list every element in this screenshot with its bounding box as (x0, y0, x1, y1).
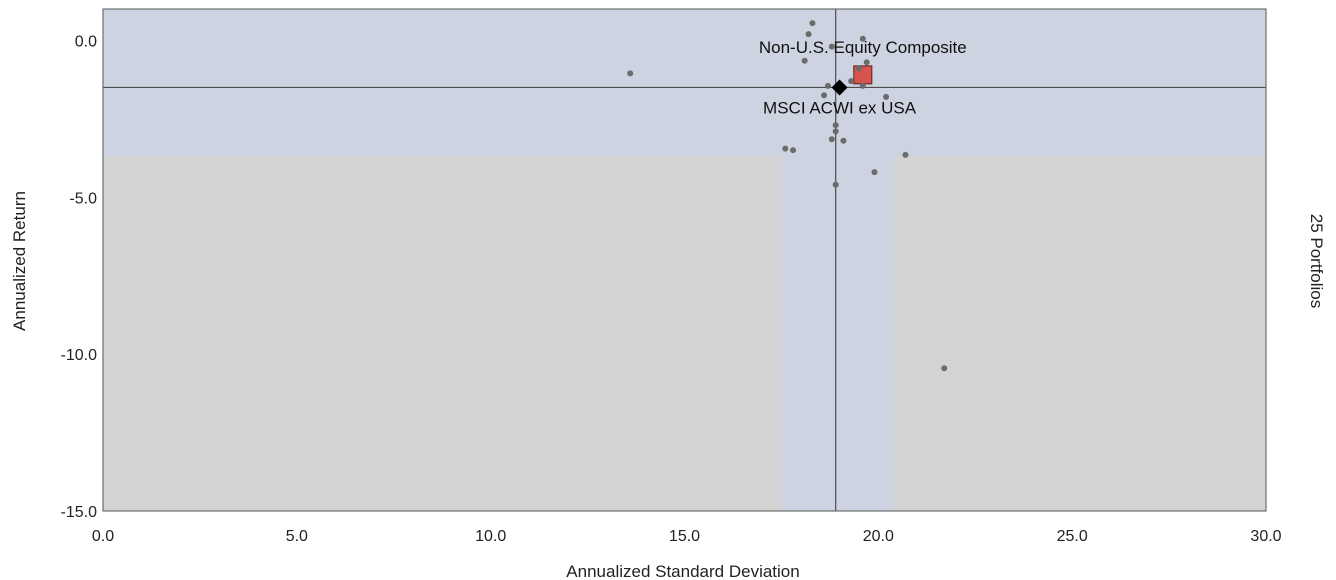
x-tick-label: 15.0 (669, 528, 700, 545)
peer-point (790, 147, 797, 154)
peer-point (801, 57, 808, 64)
peer-point (883, 93, 890, 100)
peer-point (824, 82, 831, 89)
x-tick-label: 5.0 (286, 528, 308, 545)
peer-point (832, 122, 839, 129)
peer-point (627, 70, 634, 77)
peer-point (828, 136, 835, 143)
peer-point (863, 59, 870, 66)
data-points: Non-U.S. Equity Composite MSCI ACWI ex US… (627, 20, 967, 372)
peer-point (805, 31, 812, 38)
return-band (103, 9, 1266, 157)
peer-point (848, 78, 855, 85)
peer-point (902, 151, 909, 158)
x-tick-label: 0.0 (92, 528, 114, 545)
peer-point (840, 137, 847, 144)
x-tick-label: 30.0 (1250, 528, 1281, 545)
composite-label: Non-U.S. Equity Composite (759, 38, 967, 57)
y-tick-label: 0.0 (75, 33, 97, 50)
right-axis-title: 25 Portfolios (1307, 214, 1326, 309)
y-axis-ticks: 0.0 -5.0 -10.0 -15.0 (61, 33, 98, 521)
peer-point (855, 65, 862, 72)
x-axis-ticks: 0.0 5.0 10.0 15.0 20.0 25.0 30.0 (92, 528, 1282, 545)
peer-point (832, 181, 839, 188)
peer-point (859, 35, 866, 42)
y-tick-label: -15.0 (61, 504, 98, 521)
benchmark-label: MSCI ACWI ex USA (763, 98, 917, 117)
peer-point (941, 365, 948, 372)
y-axis-title: Annualized Return (10, 191, 29, 331)
x-tick-label: 20.0 (863, 528, 894, 545)
y-tick-label: -5.0 (69, 190, 97, 207)
peer-point (871, 169, 878, 176)
benchmark-marker (831, 79, 848, 96)
peer-point (809, 20, 816, 27)
x-tick-label: 10.0 (475, 528, 506, 545)
peer-point (832, 128, 839, 135)
y-tick-label: -10.0 (61, 347, 98, 364)
x-tick-label: 25.0 (1057, 528, 1088, 545)
peer-point (859, 82, 866, 89)
peer-point (828, 43, 835, 50)
plot-border (102, 8, 1267, 512)
peer-point (821, 92, 828, 99)
x-axis-title: Annualized Standard Deviation (566, 562, 799, 580)
peer-point (782, 145, 789, 152)
